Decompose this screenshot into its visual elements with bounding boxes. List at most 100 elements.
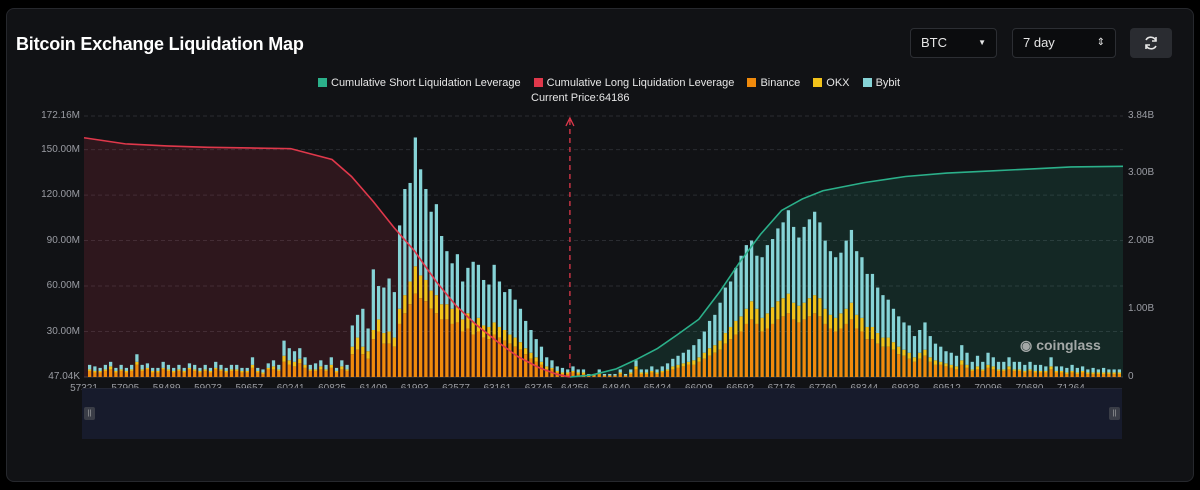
bar-binance	[566, 373, 570, 377]
bar-bybit	[539, 346, 544, 362]
bar-okx	[576, 372, 580, 374]
bar-bybit	[923, 322, 927, 350]
bar-binance	[476, 331, 481, 377]
bar-binance	[503, 340, 507, 377]
bar-okx	[534, 357, 538, 362]
bar-okx	[891, 342, 896, 350]
bar-binance	[713, 352, 717, 377]
bar-okx	[308, 369, 312, 371]
zoom-slider-right-handle[interactable]: ||	[1109, 407, 1120, 420]
coinglass-watermark: ◉ coinglass	[1016, 337, 1101, 354]
bar-okx	[918, 352, 922, 359]
bar-okx	[965, 364, 969, 368]
legend-item-binance[interactable]: Binance	[747, 77, 800, 89]
bar-okx	[145, 367, 150, 370]
range-select[interactable]: 7 day ⇕	[1012, 28, 1116, 58]
bar-okx	[644, 372, 649, 374]
bar-binance	[250, 367, 255, 377]
bar-okx	[550, 367, 554, 370]
coin-select[interactable]: BTC ▼	[910, 28, 997, 58]
bar-bybit	[308, 364, 312, 370]
bar-okx	[860, 317, 864, 332]
bar-binance	[471, 334, 475, 377]
bar-okx	[1044, 370, 1048, 373]
bar-binance	[408, 304, 412, 377]
bar-okx	[1049, 366, 1053, 370]
bar-okx	[93, 370, 97, 373]
bar-binance	[1065, 373, 1069, 377]
bar-bybit	[350, 325, 354, 347]
bar-okx	[671, 366, 675, 370]
bar-binance	[461, 331, 465, 377]
bar-binance	[240, 372, 244, 377]
bar-binance	[545, 369, 549, 377]
bar-okx	[581, 372, 586, 374]
bar-bybit	[613, 373, 617, 376]
bar-bybit	[277, 364, 281, 370]
bar-bybit	[303, 357, 307, 365]
bar-bybit	[692, 345, 696, 361]
bar-bybit	[229, 364, 234, 370]
bar-okx	[1075, 372, 1079, 374]
bar-okx	[418, 275, 423, 299]
bar-bybit	[639, 369, 643, 373]
bar-okx	[802, 302, 806, 320]
bar-binance	[1002, 370, 1006, 377]
bar-bybit	[550, 360, 554, 368]
refresh-button[interactable]	[1130, 28, 1172, 58]
bar-bybit	[387, 278, 391, 332]
bar-binance	[208, 372, 213, 377]
legend-item-okx[interactable]: OKX	[813, 77, 850, 89]
bar-okx	[1017, 369, 1022, 371]
bar-binance	[634, 369, 638, 377]
bar-bybit	[713, 314, 717, 346]
bar-okx	[566, 372, 570, 374]
legend-item-bybit[interactable]: Bybit	[862, 77, 900, 89]
watermark-text: coinglass	[1036, 337, 1101, 353]
bar-bybit	[145, 363, 150, 368]
legend-label: Binance	[760, 77, 801, 89]
bar-binance	[970, 370, 974, 377]
bar-bybit	[161, 361, 165, 368]
bar-okx	[881, 337, 885, 347]
bar-bybit	[1002, 361, 1006, 370]
bar-bybit	[256, 367, 260, 371]
bar-okx	[151, 370, 155, 373]
bar-okx	[355, 337, 360, 350]
bar-binance	[928, 361, 932, 377]
bar-okx	[187, 367, 192, 370]
bar-bybit	[996, 361, 1001, 370]
bar-binance	[187, 369, 192, 377]
zoom-slider-left-handle[interactable]: ||	[84, 407, 95, 420]
bar-okx	[797, 305, 801, 323]
bar-okx	[455, 307, 460, 323]
bar-bybit	[187, 363, 192, 368]
bar-bybit	[776, 228, 780, 302]
bar-binance	[1028, 370, 1032, 377]
bar-okx	[382, 333, 386, 344]
bar-binance	[902, 355, 906, 377]
bar-okx	[723, 333, 727, 344]
bar-bybit	[172, 367, 176, 371]
bar-bybit	[1049, 357, 1053, 367]
bar-bybit	[860, 257, 864, 318]
bar-binance	[671, 369, 675, 377]
zoom-slider[interactable]: || ||	[82, 388, 1122, 439]
bar-bybit	[1117, 369, 1121, 373]
bar-okx	[1028, 369, 1032, 371]
bar-binance	[403, 313, 407, 377]
bar-bybit	[965, 352, 969, 365]
bar-okx	[487, 326, 491, 340]
y-left-tick-label: 90.00M	[46, 234, 80, 246]
bar-bybit	[1054, 366, 1058, 371]
bar-binance	[870, 339, 875, 377]
bar-okx	[287, 360, 291, 365]
bar-binance	[1075, 373, 1079, 377]
legend-item-long-cum[interactable]: Cumulative Long Liquidation Leverage	[533, 77, 734, 89]
bar-binance	[1044, 372, 1048, 377]
legend-item-short-cum[interactable]: Cumulative Short Liquidation Leverage	[318, 77, 521, 89]
bar-okx	[124, 370, 129, 373]
bar-binance	[361, 354, 365, 377]
bar-okx	[313, 369, 318, 371]
bar-bybit	[1070, 364, 1074, 371]
